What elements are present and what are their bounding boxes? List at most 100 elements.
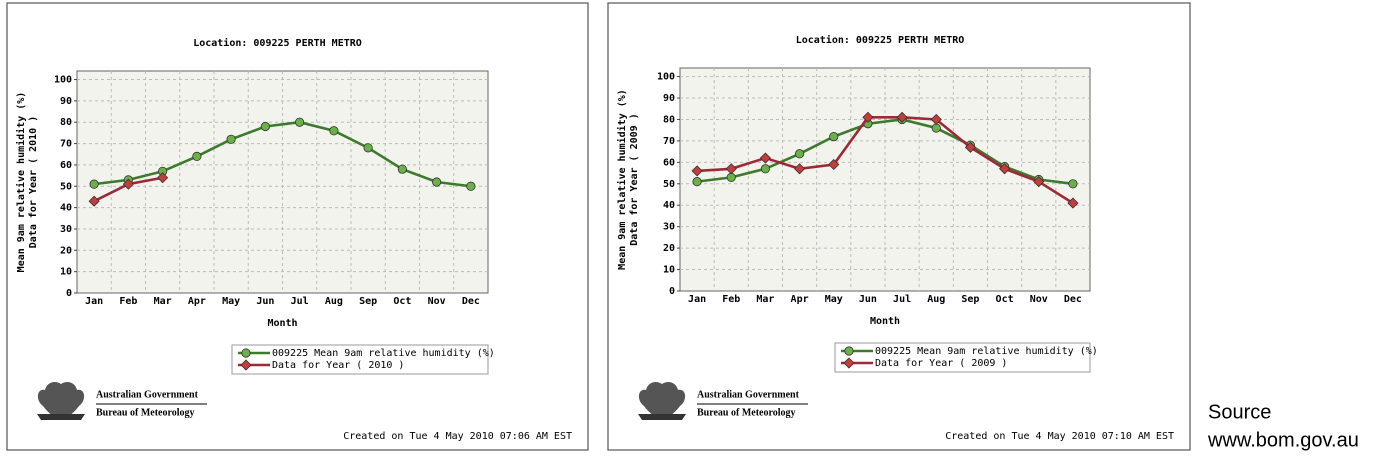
y-tick-label: 100	[657, 72, 675, 83]
x-tick-label: Apr	[188, 296, 206, 307]
series-line	[696, 118, 1074, 186]
source-site: www.bom.gov.au	[1207, 429, 1359, 451]
data-point	[1067, 197, 1079, 209]
data-point	[828, 158, 840, 171]
data-point	[862, 111, 874, 123]
created: Created on Tue 4 May 2010 07:10 AM EST	[945, 431, 1174, 442]
y-tick-label: 60	[663, 157, 675, 168]
y-tick-label: 40	[60, 203, 72, 214]
y-axis-label: Data for Year ( 2010 )	[28, 116, 39, 248]
plot-area	[679, 67, 1091, 292]
y-tick-label: 70	[663, 136, 675, 147]
y-tick-label: 20	[60, 245, 72, 256]
created: Created on Tue 4 May 2010 07:06 AM EST	[343, 431, 572, 442]
x-tick-label: Nov	[428, 296, 446, 307]
x-tick-label: Sep	[961, 294, 979, 305]
x-tick-label: Jul	[893, 294, 911, 305]
crest-base	[638, 414, 686, 420]
y-tick-label: 90	[60, 96, 72, 107]
y-tick-label: 0	[669, 286, 675, 297]
y-tick-label: 30	[663, 222, 675, 233]
data-point	[260, 121, 270, 132]
data-point	[691, 165, 703, 177]
x-tick-label: Dec	[462, 296, 480, 307]
x-tick-label: Jun	[859, 294, 877, 305]
data-point	[725, 163, 737, 175]
x-tick-label: Mar	[154, 296, 172, 307]
agency: Australian Government	[697, 389, 800, 400]
series-line	[93, 120, 472, 188]
data-point	[295, 117, 305, 127]
bureau: Bureau of Meteorology	[697, 407, 796, 418]
data-point	[794, 149, 805, 159]
data-point	[157, 172, 169, 184]
y-tick-label: 80	[60, 117, 72, 128]
legend-marker	[843, 357, 855, 369]
x-tick-label: Oct	[996, 294, 1014, 305]
y-tick-label: 80	[663, 114, 675, 125]
x-tick-label: May	[825, 294, 843, 305]
x-tick-label: Feb	[722, 294, 740, 305]
data-point	[794, 163, 806, 175]
y-axis-label: Data for Year ( 2009 )	[629, 113, 640, 245]
x-tick-label: Sep	[359, 296, 377, 307]
x-tick-label: Mar	[756, 294, 774, 305]
x-tick-label: May	[222, 296, 240, 307]
y-tick-label: 40	[663, 200, 675, 211]
data-point	[466, 181, 476, 191]
y-tick-label: 50	[60, 181, 72, 192]
y-tick-label: 60	[60, 160, 72, 171]
data-point	[432, 177, 442, 187]
crest	[37, 382, 85, 420]
data-point	[692, 177, 702, 187]
data-point	[1033, 176, 1045, 188]
y-tick-label: 10	[60, 267, 72, 278]
y-axis-label: Mean 9am relative humidity (%)	[15, 92, 27, 273]
agency: Australian Government	[96, 389, 199, 400]
x-tick-label: Jun	[256, 296, 274, 307]
data-point	[1068, 179, 1078, 189]
y-tick-label: 50	[663, 179, 675, 190]
chart-title: Location: 009225 PERTH METRO	[193, 37, 362, 49]
x-tick-label: Apr	[791, 294, 809, 305]
x-tick-label: Aug	[927, 294, 945, 305]
data-point	[363, 143, 373, 153]
data-point	[759, 152, 771, 164]
data-point	[930, 113, 942, 126]
legend-label: 009225 Mean 9am relative humidity (%)	[875, 346, 1098, 357]
legend-marker	[241, 348, 251, 358]
y-tick-label: 30	[60, 224, 72, 235]
series-line	[697, 116, 1074, 205]
y-tick-label: 10	[663, 265, 675, 276]
data-point	[896, 111, 908, 123]
y-tick-label: 0	[66, 288, 72, 299]
data-point	[829, 132, 839, 142]
x-tick-label: Feb	[119, 296, 137, 307]
data-point	[999, 163, 1011, 175]
data-point	[122, 178, 134, 190]
x-tick-label: Dec	[1064, 294, 1082, 305]
crest-base	[37, 414, 85, 420]
data-point	[329, 126, 339, 136]
crest	[638, 382, 686, 420]
bureau: Bureau of Meteorology	[96, 407, 195, 418]
legend-marker	[844, 346, 854, 356]
logo	[37, 382, 85, 420]
x-tick-label: Jan	[688, 294, 706, 305]
data-point	[397, 164, 407, 174]
data-point	[760, 164, 771, 174]
chart-title: Location: 009225 PERTH METRO	[796, 34, 965, 46]
y-tick-label: 90	[663, 93, 675, 104]
x-axis-label: Month	[267, 318, 297, 329]
data-point	[726, 172, 736, 182]
legend-marker	[240, 359, 252, 371]
x-tick-label: Oct	[393, 296, 411, 307]
x-tick-label: Jan	[85, 296, 103, 307]
legend-label: Data for Year ( 2010 )	[272, 360, 404, 371]
data-point	[964, 141, 976, 153]
y-tick-label: 70	[60, 139, 72, 150]
data-point	[226, 134, 236, 144]
y-tick-label: 20	[663, 243, 675, 254]
legend-label: 009225 Mean 9am relative humidity (%)	[272, 348, 495, 359]
logo	[638, 382, 686, 420]
